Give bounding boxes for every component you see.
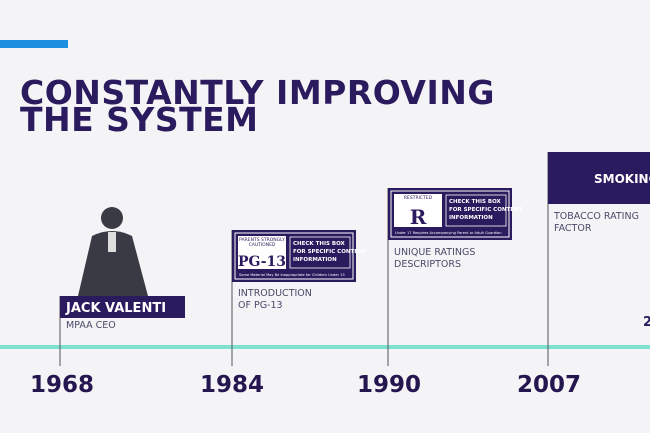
caption: INTRODUCTION: [238, 288, 312, 299]
caption: OF PG-13: [238, 300, 283, 311]
badge-top: PARENTS STRONGLY: [239, 237, 285, 243]
badge-box: FOR SPECIFIC CONTENT: [293, 249, 367, 255]
rating-box: [394, 194, 442, 227]
rating: PG-13: [238, 254, 286, 270]
caption: UNIQUE RATINGS: [394, 247, 475, 258]
rating-box: [238, 236, 286, 269]
name-box: [548, 152, 650, 204]
caption: FACTOR: [554, 223, 592, 234]
rating: R: [410, 205, 427, 229]
badge-bottom: Under 17 Requires Accompanying Parent or…: [395, 231, 502, 235]
check-box: [445, 194, 507, 227]
year: 1968: [30, 372, 94, 398]
badge-inner: [390, 190, 510, 238]
timeline: [0, 345, 650, 349]
name: JACK VALENTI: [65, 301, 166, 316]
badge-top: RESTRICTED: [404, 195, 433, 201]
accent-bar: [0, 40, 68, 48]
year: 2007: [517, 372, 581, 398]
check-box: [289, 236, 351, 269]
badge-bottom: Some Material May Be Inappropriate for C…: [239, 273, 345, 277]
photo: [78, 207, 148, 296]
name-box: [60, 296, 185, 318]
caption: DESCRIPTORS: [394, 259, 461, 270]
caption: TOBACCO RATING: [553, 211, 639, 222]
badge-box: FOR SPECIFIC CONTENT: [449, 207, 523, 213]
edge-text: 2: [643, 315, 650, 330]
year: 1990: [357, 372, 421, 398]
badge-box: CHECK THIS BOX: [449, 199, 502, 205]
year: 1984: [200, 372, 264, 398]
badge-box: INFORMATION: [293, 257, 337, 263]
title-line: CONSTANTLY IMPROVING: [20, 73, 495, 112]
badge-inner: [234, 232, 354, 280]
name: SMOKING: [594, 172, 650, 186]
badge-top: CAUTIONED: [249, 242, 276, 248]
caption: MPAA CEO: [66, 320, 116, 331]
badge-box: INFORMATION: [449, 215, 493, 221]
title-line: THE SYSTEM: [20, 100, 258, 139]
badge-box: CHECK THIS BOX: [293, 241, 346, 247]
